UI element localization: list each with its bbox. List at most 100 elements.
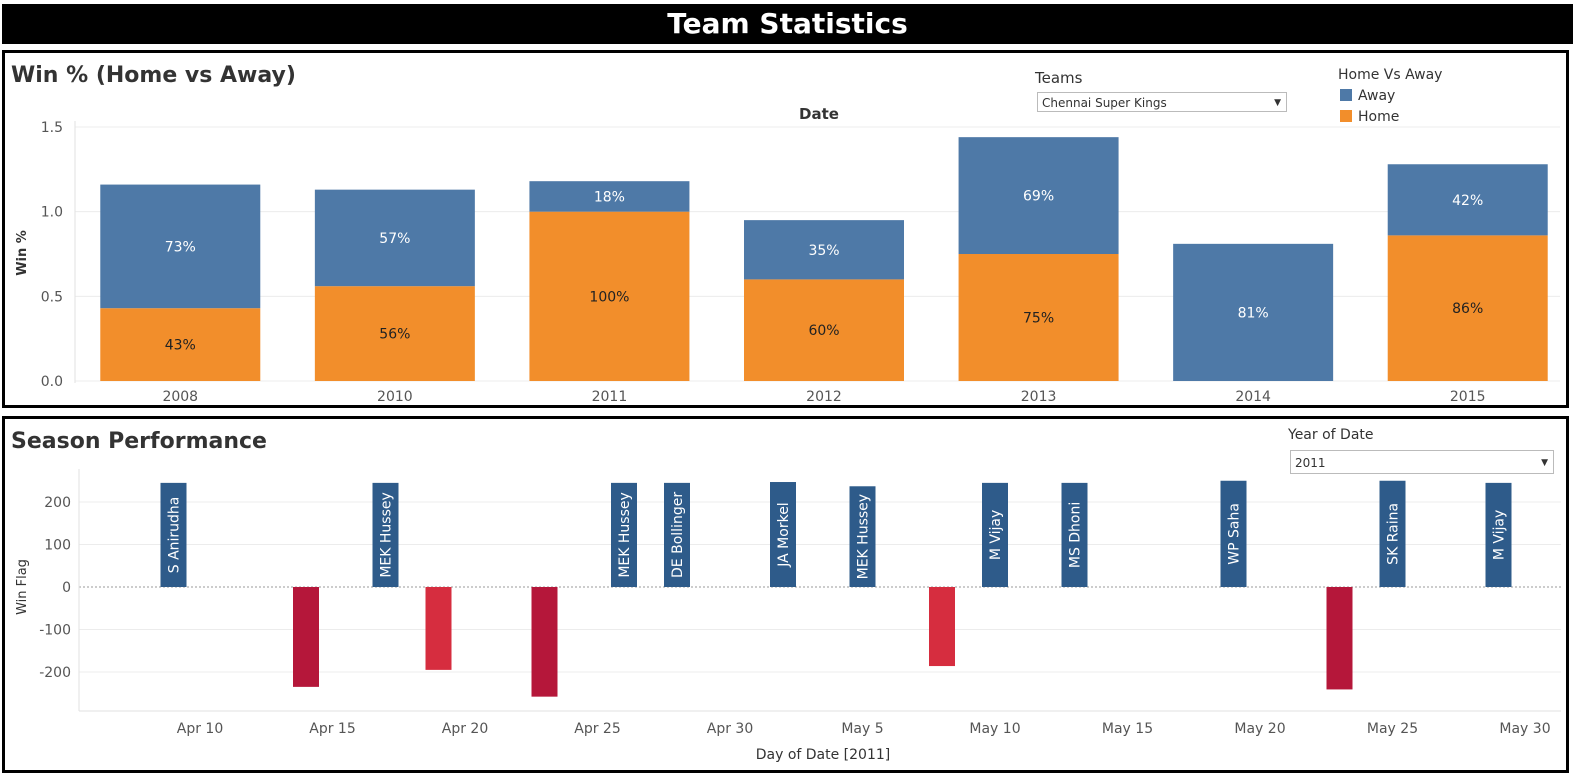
win-bar bbox=[1485, 482, 1512, 587]
x-tick-label: Apr 10 bbox=[177, 721, 223, 737]
legend-title: Home Vs Away bbox=[1338, 67, 1443, 83]
x-tick-label: Apr 25 bbox=[574, 721, 620, 737]
bar-label-home: 100% bbox=[589, 289, 629, 305]
win-bar bbox=[770, 482, 796, 587]
bar-label-player: M Vijay bbox=[988, 510, 1004, 560]
bar-home bbox=[744, 279, 904, 381]
bar-label-home: 43% bbox=[165, 338, 196, 354]
bar-away bbox=[529, 181, 690, 212]
bar-away bbox=[1173, 243, 1334, 381]
bar-home bbox=[529, 211, 690, 381]
bar-away bbox=[314, 189, 475, 287]
loss-bar bbox=[1326, 587, 1353, 690]
win-bar bbox=[1220, 480, 1247, 587]
date-axis-header: Date bbox=[799, 105, 839, 123]
loss-bar bbox=[929, 587, 955, 667]
bar-label-player: MEK Hussey bbox=[617, 492, 633, 577]
panel-title-season: Season Performance bbox=[11, 429, 267, 454]
bar-home bbox=[958, 254, 1119, 381]
bar-label-player: M Vijay bbox=[1492, 510, 1508, 560]
legend-swatch-away bbox=[1340, 89, 1352, 101]
y-tick-label: 0 bbox=[62, 580, 71, 596]
y-axis-label: Win Flag bbox=[15, 559, 30, 615]
x-tick-label: 2015 bbox=[1450, 389, 1486, 405]
bar-label-home: 86% bbox=[1452, 301, 1483, 317]
bar-away bbox=[744, 220, 904, 280]
win-percentage-panel: Win % (Home vs Away) Teams Chennai Super… bbox=[2, 50, 1569, 408]
x-tick-label: Apr 20 bbox=[442, 721, 488, 737]
x-tick-label: May 20 bbox=[1234, 721, 1285, 737]
teams-filter-label: Teams bbox=[1035, 69, 1083, 87]
year-filter-dropdown[interactable]: 2011 ▼ bbox=[1290, 450, 1554, 474]
win-bar bbox=[372, 482, 399, 587]
y-tick-label: 0.0 bbox=[41, 374, 63, 390]
y-tick-label: 1.0 bbox=[41, 205, 63, 221]
bar-home bbox=[1387, 235, 1548, 381]
bar-away bbox=[1387, 164, 1548, 236]
page-title: Team Statistics bbox=[2, 4, 1573, 44]
legend-item-home[interactable]: Home bbox=[1340, 109, 1399, 125]
bar-label-player: MEK Hussey bbox=[379, 492, 395, 577]
bar-label-player: MS Dhoni bbox=[1068, 502, 1084, 568]
win-bar bbox=[849, 486, 876, 587]
win-bar bbox=[611, 482, 637, 587]
teams-filter-value: Chennai Super Kings bbox=[1042, 96, 1167, 110]
bar-label-home: 56% bbox=[379, 327, 410, 343]
legend-label-away: Away bbox=[1358, 88, 1396, 104]
win-bar bbox=[1061, 482, 1088, 587]
y-tick-label: 0.5 bbox=[41, 289, 63, 305]
y-tick-label: -200 bbox=[39, 665, 71, 681]
win-bar bbox=[1379, 480, 1406, 587]
x-tick-label: 2014 bbox=[1235, 389, 1271, 405]
loss-bar bbox=[531, 587, 558, 697]
bar-label-player: S Anirudha bbox=[167, 497, 183, 574]
x-tick-label: 2010 bbox=[377, 389, 413, 405]
x-tick-label: Apr 30 bbox=[707, 721, 753, 737]
bar-label-away: 35% bbox=[808, 243, 839, 259]
bar-label-player: WP Saha bbox=[1227, 503, 1243, 565]
bar-label-away: 42% bbox=[1452, 193, 1483, 209]
bar-label-player: JA Morkel bbox=[776, 502, 792, 567]
season-performance-panel: Season Performance Year of Date 2011 ▼ W… bbox=[2, 416, 1569, 773]
y-tick-label: 1.5 bbox=[41, 120, 63, 136]
x-axis-label: Day of Date [2011] bbox=[756, 747, 891, 763]
bar-label-away: 57% bbox=[379, 231, 410, 247]
year-filter-label: Year of Date bbox=[1288, 427, 1374, 443]
loss-bar bbox=[293, 587, 319, 687]
win-bar bbox=[160, 482, 187, 587]
bar-label-player: DE Bollinger bbox=[670, 492, 686, 578]
legend-label-home: Home bbox=[1358, 109, 1400, 125]
bar-label-player: MEK Hussey bbox=[856, 494, 872, 579]
x-tick-label: Apr 15 bbox=[309, 721, 355, 737]
x-tick-label: May 10 bbox=[969, 721, 1020, 737]
x-tick-label: May 30 bbox=[1499, 721, 1550, 737]
bar-label-away: 69% bbox=[1023, 189, 1054, 205]
win-bar bbox=[664, 482, 690, 587]
chevron-down-icon: ▼ bbox=[1541, 458, 1548, 468]
y-tick-label: -100 bbox=[39, 623, 71, 639]
bar-label-home: 75% bbox=[1023, 311, 1054, 327]
bar-home bbox=[314, 286, 475, 381]
x-tick-label: May 5 bbox=[841, 721, 883, 737]
panel-title-win-pct: Win % (Home vs Away) bbox=[11, 63, 296, 88]
y-tick-label: 200 bbox=[44, 495, 71, 511]
bar-label-away: 73% bbox=[165, 239, 196, 255]
x-tick-label: 2008 bbox=[162, 389, 198, 405]
win-pct-chart: Date Win % 0.0 0.5 1.0 1.5 43% 73% 2008 56% 57% 201… bbox=[15, 105, 1560, 405]
y-axis-label: Win % bbox=[15, 230, 30, 276]
x-tick-label: May 25 bbox=[1367, 721, 1418, 737]
bar-away bbox=[958, 137, 1119, 254]
x-tick-label: 2012 bbox=[806, 389, 842, 405]
y-tick-label: 100 bbox=[44, 538, 71, 554]
chevron-down-icon: ▼ bbox=[1274, 98, 1281, 108]
bar-label-player: SK Raina bbox=[1386, 503, 1402, 565]
teams-filter-dropdown[interactable]: Chennai Super Kings ▼ bbox=[1037, 92, 1287, 112]
bar-away bbox=[100, 184, 261, 309]
bar-label-away: 81% bbox=[1238, 305, 1269, 321]
loss-bar bbox=[425, 587, 452, 670]
bar-home bbox=[100, 308, 261, 381]
x-tick-label: May 15 bbox=[1102, 721, 1153, 737]
legend-item-away[interactable]: Away bbox=[1340, 88, 1395, 104]
bar-label-home: 60% bbox=[808, 323, 839, 339]
legend-swatch-home bbox=[1340, 110, 1352, 122]
